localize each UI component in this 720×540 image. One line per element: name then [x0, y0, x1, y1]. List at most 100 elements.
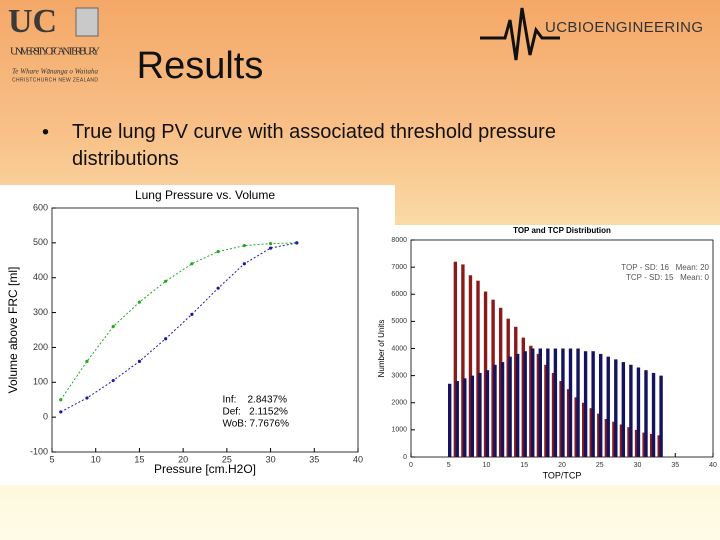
data-point	[190, 312, 194, 316]
bullet-line: True lung PV curve with associated thres…	[72, 121, 556, 143]
x-tick-label: 35	[671, 462, 679, 469]
bar	[561, 348, 565, 457]
bar	[583, 351, 588, 457]
x-tick-label: 0	[409, 462, 413, 469]
y-tick-label: 0	[43, 412, 48, 422]
bar	[515, 353, 520, 457]
data-point	[295, 241, 299, 245]
data-point	[59, 398, 63, 402]
bar	[483, 291, 488, 457]
data-point	[216, 249, 220, 254]
bar	[551, 372, 556, 457]
annotation: WoB: 7.7676%	[222, 418, 289, 429]
y-tick-label: 0	[403, 454, 407, 461]
data-point	[137, 359, 142, 363]
legend-entry: TOP - SD: 16 Mean: 20	[621, 263, 709, 272]
data-point	[137, 300, 142, 304]
bar	[531, 348, 535, 457]
chart-title: Lung Pressure vs. Volume	[135, 188, 275, 202]
y-tick-label: 3000	[391, 372, 407, 379]
x-tick-label: 40	[709, 462, 717, 469]
data-point	[242, 262, 246, 266]
y-tick-label: 300	[33, 307, 48, 317]
bar	[478, 372, 482, 457]
bar	[566, 389, 571, 457]
x-tick-label: 30	[266, 454, 276, 464]
series-line	[60, 242, 297, 413]
y-tick-label: 600	[33, 202, 48, 212]
y-tick-label: 100	[33, 377, 48, 387]
uc-logo: UC	[8, 3, 57, 40]
y-tick-label: 5000	[391, 318, 407, 325]
bar	[644, 370, 648, 457]
x-tick-label: 40	[353, 454, 363, 464]
y-tick-label: 500	[33, 237, 48, 247]
bar	[514, 326, 518, 457]
x-tick-label: 35	[309, 454, 319, 464]
y-tick-label: 400	[33, 272, 48, 282]
bar	[493, 364, 497, 457]
y-tick-label: -100	[30, 446, 48, 456]
data-point	[111, 324, 115, 329]
bar	[597, 413, 601, 457]
location: CHRISTCHURCH NEW ZEALAND	[12, 77, 98, 83]
y-tick-label: 2000	[391, 400, 407, 407]
series-line	[60, 242, 297, 400]
bar	[546, 348, 550, 457]
x-tick-label: 30	[634, 462, 642, 469]
bar	[634, 429, 639, 457]
data-point	[242, 244, 246, 248]
bio-logo: UCBIOENGINEERING	[545, 19, 703, 36]
bar	[649, 433, 654, 457]
bar	[529, 345, 533, 457]
bar	[485, 370, 490, 457]
bar	[627, 427, 631, 457]
annotation: Inf: 2.8437%	[222, 394, 287, 405]
slide-title: Results	[137, 45, 264, 87]
bullet-mark: •	[42, 121, 49, 143]
y-tick-label: 200	[33, 342, 48, 352]
plot-area	[51, 207, 359, 453]
bar	[576, 348, 580, 457]
y-tick-label: 1000	[391, 427, 407, 434]
bar	[574, 397, 578, 457]
chart-title: TOP and TCP Distribution	[513, 226, 611, 235]
bar	[659, 375, 663, 457]
bar	[544, 364, 548, 457]
bar	[614, 359, 618, 457]
data-point	[268, 241, 273, 246]
bullet-text: True lung PV curve with associated thres…	[72, 121, 556, 170]
x-tick-label: 10	[91, 454, 101, 464]
y-axis-label: Number of Units	[377, 320, 386, 378]
bar	[536, 353, 541, 457]
bar	[455, 381, 459, 457]
bar	[461, 264, 465, 457]
bar	[470, 375, 475, 457]
bar	[468, 275, 473, 457]
bar	[621, 362, 626, 457]
bar	[538, 348, 542, 457]
data-point	[164, 337, 168, 341]
bar	[553, 348, 558, 457]
bar	[508, 356, 512, 457]
bar	[582, 402, 586, 457]
bar	[447, 383, 452, 457]
x-tick-label: 15	[134, 454, 144, 464]
y-tick-label: 8000	[391, 237, 407, 244]
x-tick-label: 25	[596, 462, 604, 469]
bar	[568, 348, 573, 457]
bar	[612, 421, 616, 457]
bullet-line: distributions	[72, 148, 179, 170]
x-tick-label: 5	[447, 462, 451, 469]
bar	[629, 364, 633, 457]
x-tick-label: 20	[178, 454, 188, 464]
x-tick-label: 10	[483, 462, 491, 469]
x-tick-label: 20	[558, 462, 566, 469]
bar	[453, 261, 458, 457]
data-point	[111, 378, 115, 383]
data-point	[59, 410, 63, 414]
data-point	[190, 262, 194, 266]
maori-name: Te Whare Wānanga o Waitaha	[12, 68, 99, 76]
x-tick-label: 15	[520, 462, 528, 469]
